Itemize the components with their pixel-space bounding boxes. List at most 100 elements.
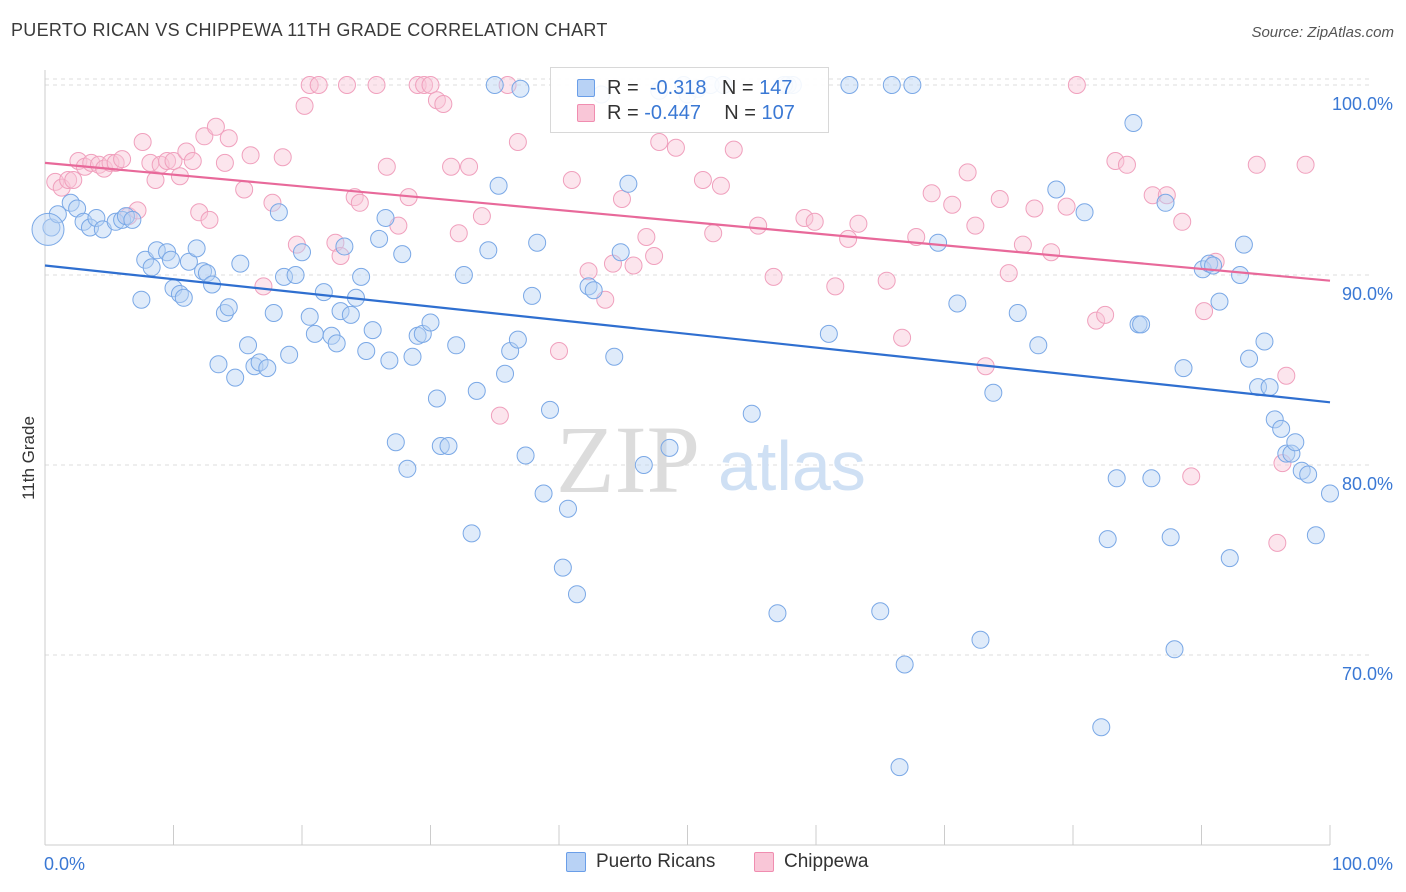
point-chippewa bbox=[263, 193, 282, 212]
point-puerto-ricans bbox=[174, 288, 193, 307]
point-puerto-ricans bbox=[286, 266, 305, 284]
point-chippewa bbox=[113, 150, 132, 169]
correlation-legend: R = -0.318 N = 147 R = -0.447 N = 107 bbox=[550, 67, 829, 133]
point-puerto-ricans bbox=[1260, 378, 1279, 397]
point-chippewa bbox=[133, 133, 152, 151]
point-puerto-ricans bbox=[300, 307, 319, 326]
point-puerto-ricans bbox=[882, 76, 901, 94]
point-chippewa bbox=[215, 153, 234, 172]
point-puerto-ricans bbox=[1165, 640, 1184, 659]
point-chippewa bbox=[183, 152, 202, 170]
point-chippewa bbox=[350, 193, 369, 212]
point-puerto-ricans bbox=[1306, 526, 1325, 545]
point-chippewa bbox=[1087, 311, 1106, 330]
point-chippewa bbox=[943, 195, 962, 214]
source-label: Source: ZipAtlas.com bbox=[1251, 24, 1394, 41]
point-chippewa bbox=[254, 277, 273, 296]
point-puerto-ricans bbox=[398, 459, 417, 478]
point-puerto-ricans bbox=[929, 233, 948, 252]
point-puerto-ricans bbox=[403, 347, 422, 366]
point-chippewa bbox=[1173, 212, 1192, 231]
point-puerto-ricans bbox=[386, 433, 405, 452]
point-chippewa bbox=[550, 342, 568, 360]
point-puerto-ricans bbox=[634, 456, 653, 474]
point-puerto-ricans bbox=[258, 359, 277, 378]
point-puerto-ricans bbox=[1047, 180, 1066, 199]
point-chippewa bbox=[101, 153, 120, 172]
point-chippewa bbox=[849, 214, 868, 233]
y-tick-label: 100.0% bbox=[1332, 94, 1393, 114]
point-puerto-ricans bbox=[1142, 469, 1161, 488]
r-label: R = bbox=[607, 101, 639, 124]
point-puerto-ricans bbox=[1220, 549, 1239, 568]
point-puerto-ricans bbox=[971, 630, 990, 649]
r-label: R = bbox=[607, 76, 639, 99]
point-chippewa bbox=[295, 96, 314, 115]
point-puerto-ricans bbox=[1286, 433, 1305, 452]
point-puerto-ricans bbox=[161, 250, 180, 269]
point-puerto-ricans bbox=[363, 321, 382, 340]
point-chippewa bbox=[472, 207, 491, 226]
legend-swatch-blue bbox=[566, 852, 586, 872]
n-value: 147 bbox=[759, 76, 793, 99]
point-puerto-ricans bbox=[496, 364, 515, 383]
point-chippewa bbox=[922, 184, 941, 203]
point-puerto-ricans bbox=[447, 336, 466, 355]
point-chippewa bbox=[650, 133, 669, 151]
point-chippewa bbox=[1067, 76, 1086, 94]
point-chippewa bbox=[907, 228, 926, 246]
point-puerto-ricans bbox=[280, 345, 299, 364]
tick-labels: 70.0% 80.0% 90.0% 100.0% 0.0% 100.0% bbox=[44, 94, 1393, 874]
point-chippewa bbox=[1195, 302, 1214, 321]
point-puerto-ricans bbox=[275, 267, 294, 286]
point-puerto-ricans bbox=[479, 241, 498, 260]
watermark: ZIP atlas bbox=[556, 406, 866, 513]
point-puerto-ricans bbox=[1255, 332, 1274, 351]
point-puerto-ricans bbox=[742, 404, 761, 423]
point-puerto-ricans bbox=[611, 243, 630, 262]
point-chippewa bbox=[693, 171, 712, 189]
point-puerto-ricans bbox=[489, 176, 508, 195]
point-puerto-ricans bbox=[528, 233, 547, 252]
point-chippewa bbox=[235, 180, 254, 199]
point-puerto-ricans bbox=[871, 602, 890, 621]
point-chippewa bbox=[724, 140, 743, 159]
point-chippewa bbox=[367, 76, 386, 94]
point-chippewa bbox=[1157, 186, 1176, 205]
point-puerto-ricans bbox=[619, 174, 638, 193]
point-puerto-ricans bbox=[1098, 530, 1117, 549]
point-chippewa bbox=[637, 228, 656, 246]
point-puerto-ricans bbox=[239, 336, 258, 355]
point-puerto-ricans bbox=[516, 446, 535, 465]
point-chippewa bbox=[579, 262, 598, 281]
point-puerto-ricans bbox=[314, 283, 333, 302]
point-puerto-ricans bbox=[890, 758, 909, 777]
point-puerto-ricans bbox=[269, 203, 288, 222]
chart-title: PUERTO RICAN VS CHIPPEWA 11TH GRADE CORR… bbox=[11, 20, 608, 40]
point-chippewa bbox=[764, 267, 783, 286]
point-chippewa bbox=[1096, 305, 1115, 324]
point-chippewa bbox=[219, 129, 238, 148]
watermark-zip: ZIP bbox=[556, 406, 700, 513]
point-puerto-ricans bbox=[179, 252, 198, 271]
point-puerto-ricans bbox=[421, 313, 440, 332]
point-chippewa bbox=[1025, 199, 1044, 218]
point-puerto-ricans bbox=[895, 655, 914, 674]
point-chippewa bbox=[508, 133, 527, 151]
x-tick-label: 0.0% bbox=[44, 854, 85, 874]
point-chippewa bbox=[200, 210, 219, 229]
point-puerto-ricans bbox=[1234, 235, 1253, 254]
point-puerto-ricans bbox=[370, 229, 389, 248]
point-chippewa bbox=[309, 76, 328, 94]
point-puerto-ricans bbox=[341, 305, 360, 324]
point-puerto-ricans bbox=[231, 254, 250, 273]
point-puerto-ricans bbox=[467, 381, 486, 400]
point-puerto-ricans bbox=[1282, 444, 1301, 463]
point-chippewa bbox=[805, 212, 824, 231]
point-puerto-ricans bbox=[427, 389, 446, 408]
point-puerto-ricans bbox=[264, 304, 283, 322]
point-puerto-ricans bbox=[1321, 484, 1339, 503]
point-puerto-ricans bbox=[305, 324, 324, 343]
point-puerto-ricans bbox=[335, 237, 354, 256]
point-puerto-ricans bbox=[1265, 410, 1284, 429]
